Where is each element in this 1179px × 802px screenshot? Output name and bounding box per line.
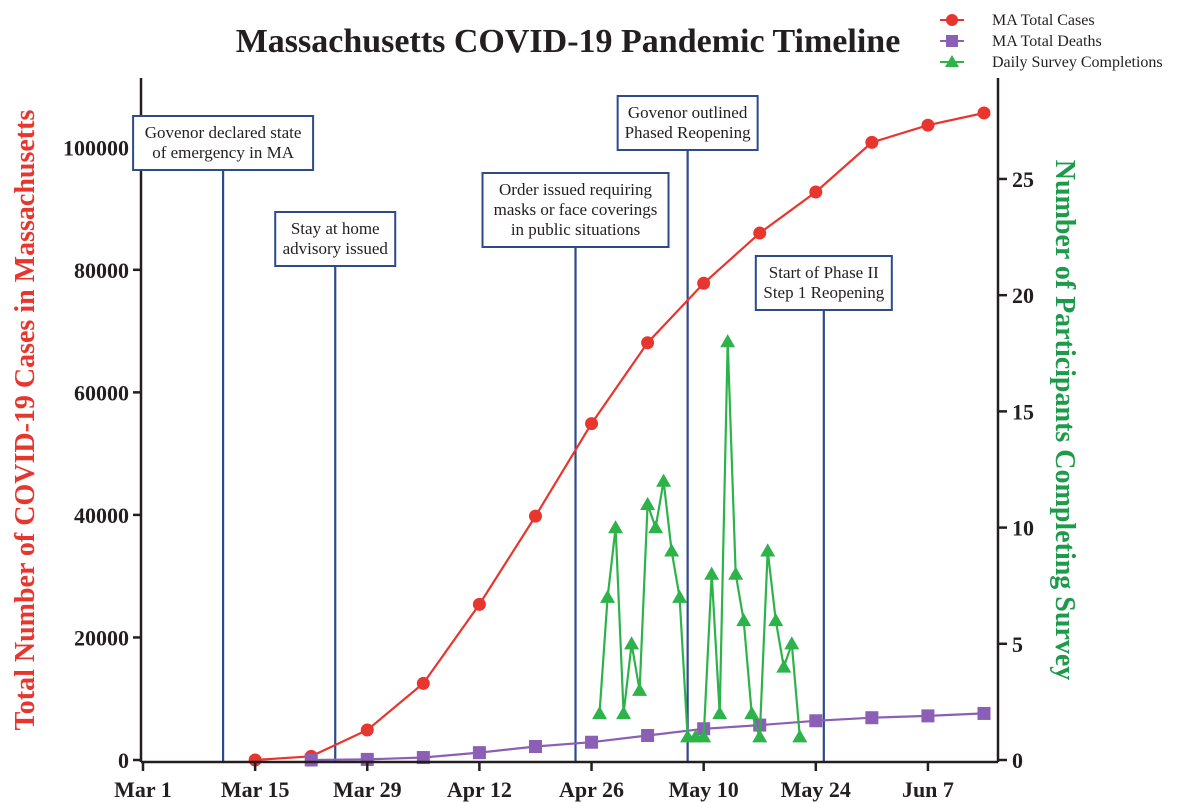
x-tick-label: May 10 bbox=[669, 777, 739, 802]
data-point bbox=[921, 118, 935, 132]
annotation-text: masks or face coverings bbox=[494, 200, 658, 219]
data-point bbox=[664, 543, 680, 557]
y-tick-label-left: 40000 bbox=[74, 503, 129, 528]
legend-label: MA Total Deaths bbox=[992, 33, 1102, 50]
data-point bbox=[712, 706, 728, 720]
y-tick-label-right: 25 bbox=[1012, 167, 1034, 192]
annotation-text: Order issued requiring bbox=[499, 180, 652, 199]
annotation-text: Govenor outlined bbox=[628, 103, 748, 122]
data-point bbox=[632, 682, 648, 696]
annotation-box bbox=[274, 211, 397, 267]
y-tick-label-right: 5 bbox=[1012, 632, 1023, 657]
data-point bbox=[648, 520, 664, 534]
x-tick-label: Jun 7 bbox=[902, 777, 954, 802]
legend-marker bbox=[945, 55, 959, 67]
annotation-text: of emergency in MA bbox=[152, 143, 295, 162]
annotation-text: Govenor declared state bbox=[145, 123, 302, 142]
y-axis-label-right: Number of Participants Completing Survey bbox=[1049, 160, 1080, 681]
data-point bbox=[792, 729, 808, 743]
annotation-text: advisory issued bbox=[283, 239, 389, 258]
data-point bbox=[616, 706, 632, 720]
y-tick-label-left: 100000 bbox=[63, 135, 129, 160]
data-point bbox=[624, 636, 640, 650]
data-point bbox=[600, 589, 616, 603]
data-point bbox=[977, 706, 991, 720]
data-point bbox=[977, 106, 991, 120]
x-tick-label: Mar 29 bbox=[333, 777, 402, 802]
data-point bbox=[752, 729, 768, 743]
legend-label: MA Total Cases bbox=[992, 12, 1095, 29]
chart-title: Massachusetts COVID-19 Pandemic Timeline bbox=[236, 23, 901, 60]
data-point bbox=[360, 723, 374, 737]
data-point bbox=[865, 711, 879, 725]
data-point bbox=[641, 728, 655, 742]
chart-legend: MA Total Cases MA Total Deaths Daily Surve… bbox=[940, 12, 1163, 71]
annotation-box bbox=[754, 255, 893, 311]
annotation-box bbox=[132, 115, 315, 171]
y-tick-label-left: 60000 bbox=[74, 380, 129, 405]
data-point bbox=[809, 714, 823, 728]
y-tick-label-left: 80000 bbox=[74, 258, 129, 283]
x-tick-label: May 24 bbox=[781, 777, 851, 802]
y-tick-label-left: 20000 bbox=[74, 625, 129, 650]
x-tick-label: Mar 15 bbox=[221, 777, 290, 802]
data-point bbox=[753, 226, 767, 240]
x-tick-label: Mar 1 bbox=[114, 777, 172, 802]
data-point bbox=[416, 676, 430, 690]
annotation-text: Phased Reopening bbox=[625, 123, 752, 142]
y-axis-label-left: Total Number of COVID-19 Cases in Massac… bbox=[10, 110, 41, 731]
data-point bbox=[592, 706, 608, 720]
axes: 0 20000 40000 60000 80000 100000 0 5 10 15 20 25 Mar… bbox=[63, 78, 1034, 802]
data-point bbox=[784, 636, 800, 650]
x-tick-label: Apr 12 bbox=[447, 777, 512, 802]
legend-marker bbox=[946, 35, 958, 47]
data-point bbox=[472, 746, 486, 760]
annotation-text: Step 1 Reopening bbox=[763, 283, 884, 302]
data-point bbox=[704, 566, 720, 580]
y-tick-label-left: 0 bbox=[118, 748, 129, 773]
data-point bbox=[641, 336, 655, 350]
annotation-text: in public situations bbox=[511, 220, 640, 239]
data-point bbox=[760, 543, 776, 557]
y-tick-label-right: 20 bbox=[1012, 283, 1034, 308]
data-point bbox=[585, 417, 599, 431]
legend-label: Daily Survey Completions bbox=[992, 54, 1163, 71]
legend-marker bbox=[946, 14, 958, 26]
y-tick-label-right: 10 bbox=[1012, 516, 1034, 541]
data-point bbox=[472, 597, 486, 611]
data-point bbox=[697, 276, 711, 290]
y-tick-label-right: 0 bbox=[1012, 748, 1023, 773]
data-point bbox=[640, 496, 656, 510]
data-point bbox=[720, 334, 736, 348]
data-point bbox=[921, 709, 935, 723]
data-point bbox=[768, 613, 784, 627]
annotation-box bbox=[616, 95, 759, 151]
x-tick-label: Apr 26 bbox=[559, 777, 624, 802]
y-tick-label-right: 15 bbox=[1012, 399, 1034, 424]
annotation-box bbox=[481, 172, 670, 248]
data-point bbox=[696, 729, 712, 743]
series-line bbox=[255, 111, 985, 762]
annotation-text: Start of Phase II bbox=[769, 263, 879, 282]
data-point bbox=[656, 473, 672, 487]
data-point bbox=[304, 753, 318, 767]
data-point bbox=[585, 735, 599, 749]
data-point bbox=[865, 135, 879, 149]
series-line bbox=[598, 341, 801, 738]
data-point bbox=[776, 659, 792, 673]
data-point bbox=[744, 706, 760, 720]
data-point bbox=[528, 740, 542, 754]
data-point bbox=[728, 566, 744, 580]
data-point bbox=[736, 613, 752, 627]
data-point bbox=[672, 589, 688, 603]
data-point bbox=[608, 520, 624, 534]
data-point bbox=[809, 185, 823, 199]
annotation-text: Stay at home bbox=[291, 219, 380, 238]
data-point bbox=[528, 509, 542, 523]
event-lines bbox=[221, 150, 825, 762]
